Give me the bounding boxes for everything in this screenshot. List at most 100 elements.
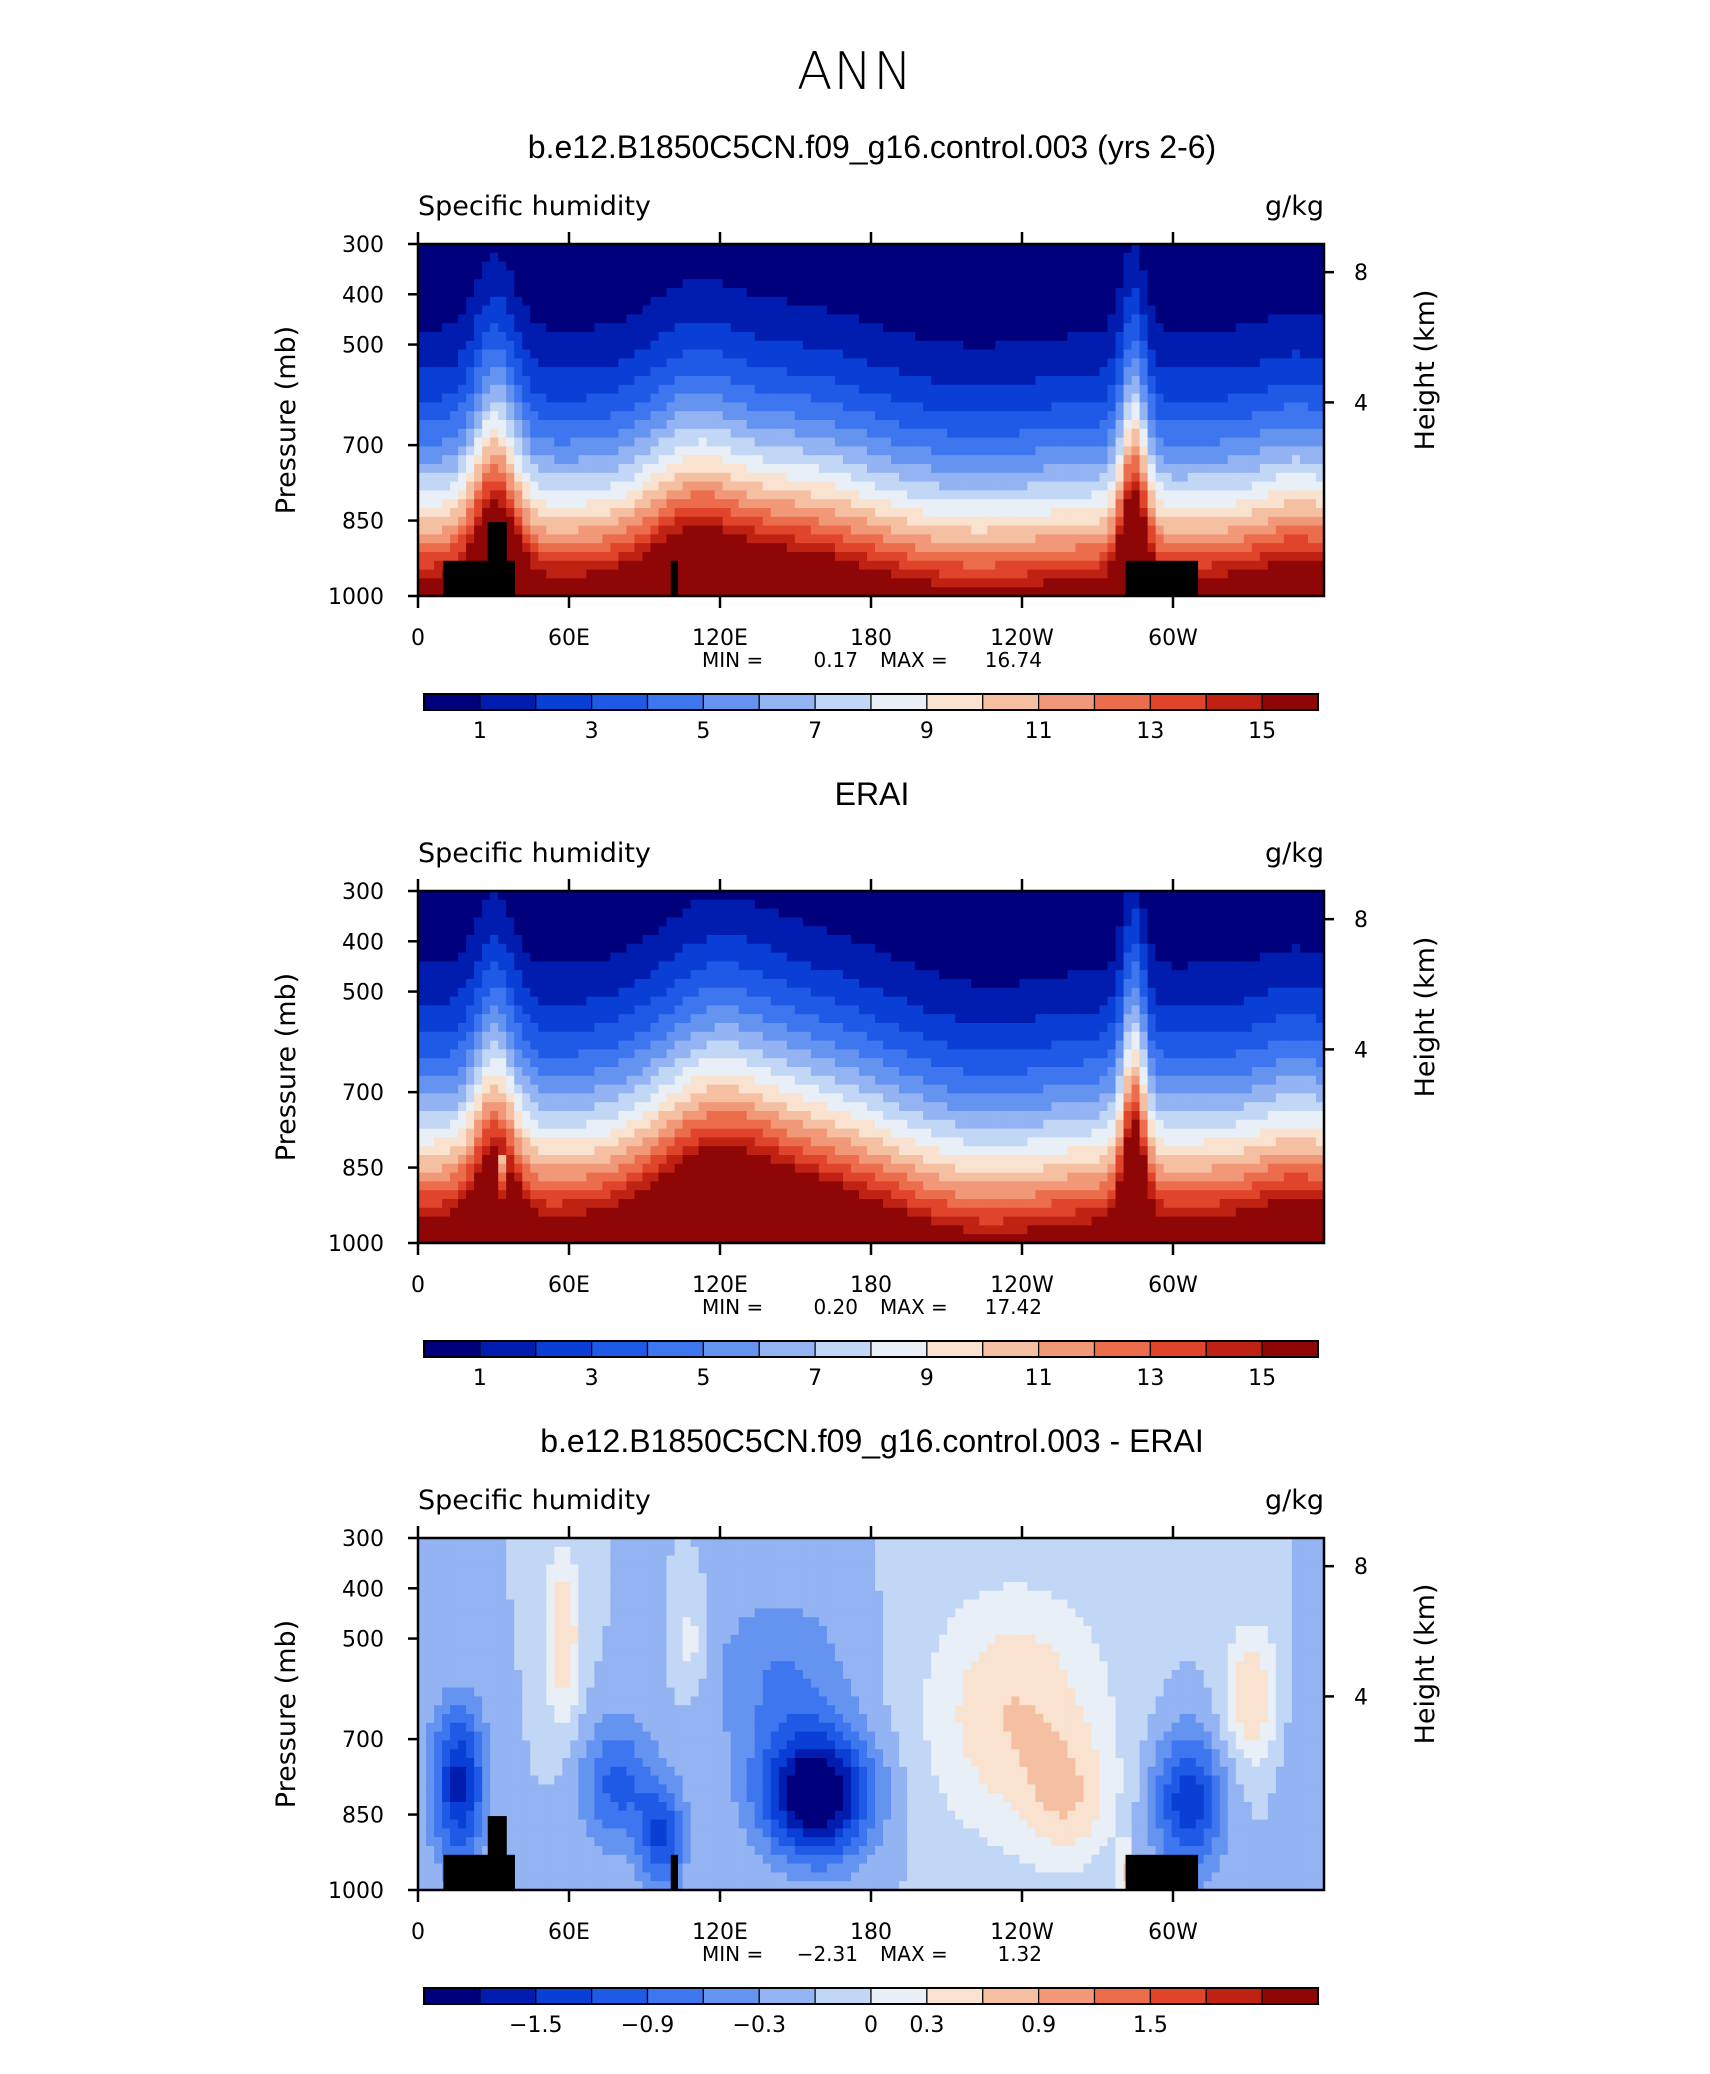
field-cell [883, 899, 892, 910]
field-cell [802, 578, 812, 588]
field-cell [1043, 464, 1052, 474]
field-cell [1003, 891, 1012, 901]
field-cell [418, 464, 427, 474]
field-cell [1003, 244, 1012, 254]
field-cell [1275, 305, 1285, 315]
field-cell [658, 314, 668, 324]
field-cell [770, 543, 780, 553]
field-cell [1027, 252, 1036, 263]
field-cell [1059, 534, 1069, 544]
field-cell [458, 481, 467, 491]
field-cell [1155, 525, 1165, 535]
field-cell [602, 560, 612, 571]
field-cell [1075, 891, 1085, 901]
field-cell [818, 340, 828, 351]
field-cell [1203, 472, 1213, 483]
field-cell [1147, 402, 1157, 412]
field-cell [714, 358, 724, 368]
field-cell [794, 587, 804, 597]
field-cell [1243, 446, 1253, 456]
field-cell [995, 358, 1004, 368]
field-cell [706, 420, 716, 430]
field-cell [746, 270, 756, 280]
field-cell [802, 349, 812, 359]
field-cell [842, 508, 852, 518]
field-cell [1251, 393, 1261, 403]
field-cell [738, 534, 748, 544]
field-cell [522, 455, 531, 465]
field-cell [578, 552, 587, 562]
field-cell [690, 587, 700, 597]
field-cell [1275, 367, 1285, 377]
field-cell [762, 899, 772, 910]
field-cell [690, 455, 700, 465]
field-cell [818, 891, 828, 901]
field-cell [858, 908, 868, 918]
field-cell [1115, 279, 1125, 289]
field-cell [586, 516, 595, 527]
field-cell [466, 552, 475, 562]
field-cell [1299, 314, 1309, 324]
field-cell [1259, 891, 1269, 901]
field-cell [850, 499, 860, 509]
field-cell [1235, 358, 1245, 368]
field-cell [1099, 296, 1109, 307]
field-cell [1227, 891, 1237, 901]
field-cell [915, 908, 924, 918]
field-cell [1171, 508, 1181, 518]
field-cell [1267, 402, 1277, 412]
field-cell [955, 358, 964, 368]
field-cell [834, 446, 844, 456]
field-cell [1091, 261, 1101, 271]
field-cell [786, 587, 796, 597]
field-cell [1203, 446, 1213, 456]
field-cell [1091, 252, 1101, 263]
field-cell [754, 332, 764, 342]
field-cell [610, 376, 620, 386]
field-cell [1187, 525, 1197, 535]
field-cell [570, 534, 579, 544]
variable-label: Specific humidity [418, 191, 651, 222]
field-cell [1259, 288, 1269, 298]
field-cell [530, 358, 539, 368]
field-cell [482, 305, 491, 315]
field-cell [842, 376, 852, 386]
field-cell [466, 428, 475, 439]
field-cell [738, 332, 748, 342]
field-cell [690, 578, 700, 588]
field-cell [714, 288, 724, 298]
field-cell [1203, 908, 1213, 918]
field-cell [490, 516, 499, 527]
field-cell [891, 464, 900, 474]
field-cell [1307, 376, 1317, 386]
field-cell [722, 428, 732, 439]
field-cell [1003, 899, 1012, 910]
field-cell [730, 244, 740, 254]
field-cell [1115, 516, 1125, 527]
field-cell [1315, 340, 1325, 351]
field-cell [722, 305, 732, 315]
field-cell [1283, 402, 1293, 412]
field-cell [1107, 411, 1117, 421]
field-cell [1259, 455, 1269, 465]
field-cell [915, 428, 924, 439]
field-cell [666, 552, 676, 562]
field-cell [794, 288, 804, 298]
field-cell [923, 560, 932, 571]
field-cell [810, 252, 820, 263]
field-cell [834, 332, 844, 342]
field-cell [1147, 908, 1157, 918]
field-cell [1315, 376, 1325, 386]
field-cell [1299, 516, 1309, 527]
field-cell [434, 891, 443, 901]
field-cell [746, 358, 756, 368]
field-cell [1299, 899, 1309, 910]
field-cell [923, 323, 932, 333]
field-cell [1171, 358, 1181, 368]
field-cell [1147, 552, 1157, 562]
field-cell [1307, 499, 1317, 509]
field-cell [842, 437, 852, 447]
field-cell [987, 367, 996, 377]
field-cell [538, 314, 547, 324]
field-cell [1235, 296, 1245, 307]
